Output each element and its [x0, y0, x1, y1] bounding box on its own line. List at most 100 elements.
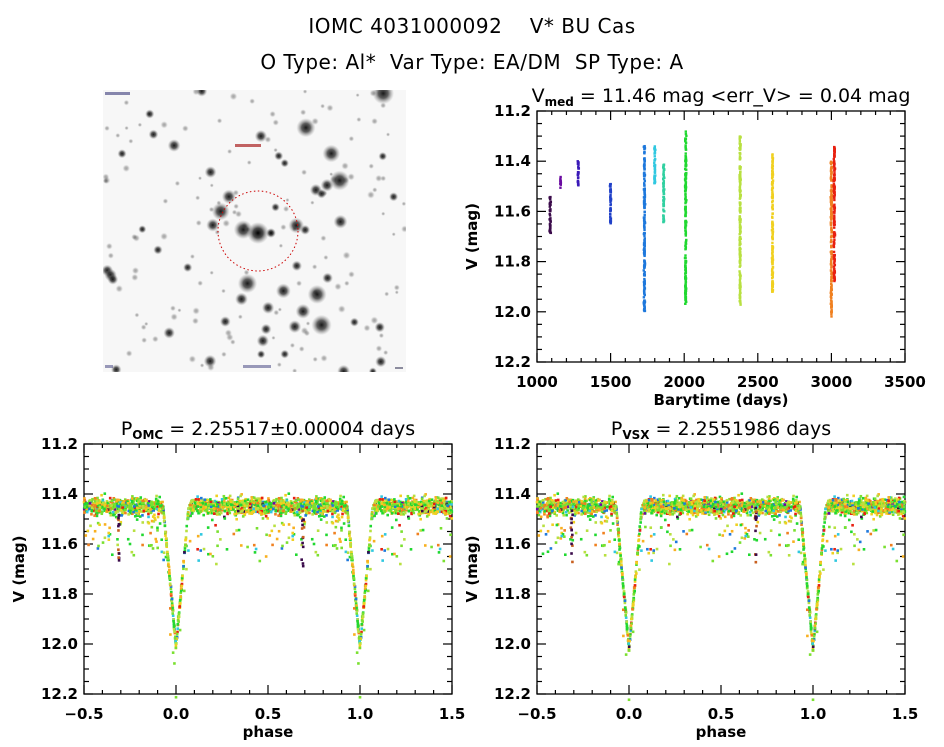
- data-point: [771, 199, 774, 202]
- data-point: [147, 512, 150, 516]
- data-point: [711, 559, 715, 563]
- data-point: [124, 511, 127, 515]
- data-point: [364, 576, 368, 580]
- data-point: [609, 193, 612, 197]
- star: [188, 355, 197, 363]
- data-point: [833, 216, 836, 219]
- star: [197, 176, 203, 181]
- data-point: [108, 511, 112, 515]
- data-point: [212, 502, 216, 506]
- data-point: [93, 514, 96, 517]
- data-point: [266, 517, 269, 520]
- data-point: [279, 509, 282, 513]
- data-point: [662, 220, 666, 223]
- data-point: [829, 295, 833, 299]
- data-point: [151, 515, 155, 518]
- data-point: [739, 291, 742, 295]
- data-point: [103, 523, 107, 526]
- data-point: [738, 223, 742, 227]
- data-point: [352, 574, 355, 578]
- data-point: [408, 496, 412, 500]
- data-point: [153, 516, 156, 520]
- data-point: [269, 505, 273, 509]
- data-point: [239, 494, 242, 498]
- star: [320, 354, 328, 362]
- data-point: [830, 306, 833, 309]
- data-point: [829, 289, 833, 292]
- data-point: [98, 509, 101, 513]
- data-point: [117, 548, 120, 552]
- data-point: [771, 244, 774, 248]
- star: [272, 119, 280, 126]
- data-point: [739, 218, 742, 221]
- data-point: [126, 501, 130, 505]
- star: [378, 332, 385, 339]
- star: [195, 195, 201, 201]
- data-point: [361, 620, 364, 623]
- star: [300, 109, 307, 116]
- data-point: [357, 662, 360, 665]
- data-point: [300, 558, 303, 561]
- data-point: [301, 523, 304, 527]
- data-point: [334, 503, 338, 507]
- data-point: [206, 526, 210, 529]
- data-point: [194, 507, 198, 511]
- data-point: [341, 502, 344, 506]
- data-point: [833, 177, 836, 180]
- data-point: [125, 505, 129, 509]
- data-point: [252, 510, 256, 514]
- data-point: [109, 508, 112, 512]
- y-tick-label: 11.8: [494, 585, 531, 603]
- data-point: [165, 544, 168, 547]
- data-point: [405, 499, 408, 502]
- data-point: [406, 494, 410, 498]
- data-point: [279, 499, 283, 503]
- data-point: [559, 177, 562, 181]
- data-point: [222, 494, 226, 498]
- data-point: [399, 562, 402, 566]
- data-point: [411, 502, 414, 506]
- data-point: [243, 499, 247, 503]
- star: [261, 301, 275, 314]
- data-point: [833, 203, 836, 206]
- data-point: [430, 501, 434, 505]
- data-point: [684, 184, 687, 187]
- data-point: [391, 506, 395, 510]
- data-point: [117, 513, 121, 517]
- data-point: [643, 206, 646, 210]
- data-point: [284, 501, 288, 505]
- data-point: [279, 514, 283, 518]
- y-tick-label: 11.6: [41, 535, 78, 553]
- star: [394, 290, 399, 295]
- data-point: [643, 174, 646, 178]
- data-point: [345, 507, 349, 510]
- data-point: [739, 282, 742, 285]
- data-point: [397, 505, 401, 509]
- data-point: [383, 549, 387, 552]
- data-point: [684, 248, 687, 251]
- data-point: [653, 158, 657, 161]
- star: [260, 323, 272, 335]
- data-point: [369, 524, 373, 528]
- star: [273, 309, 280, 316]
- star: [204, 166, 217, 179]
- data-point: [662, 197, 666, 201]
- data-point: [771, 175, 774, 179]
- data-point: [317, 514, 321, 518]
- data-point: [833, 238, 836, 242]
- data-point: [642, 274, 646, 277]
- star: [322, 144, 341, 163]
- data-point: [242, 510, 246, 513]
- data-point: [228, 511, 232, 515]
- data-point: [305, 502, 308, 505]
- data-point: [609, 200, 612, 204]
- data-point: [420, 507, 423, 511]
- data-point: [439, 510, 443, 514]
- data-point: [179, 591, 183, 595]
- data-point: [771, 223, 775, 227]
- data-point: [218, 510, 222, 513]
- data-point: [189, 505, 192, 509]
- data-point: [112, 513, 115, 517]
- star: [322, 272, 334, 284]
- data-point: [310, 500, 313, 504]
